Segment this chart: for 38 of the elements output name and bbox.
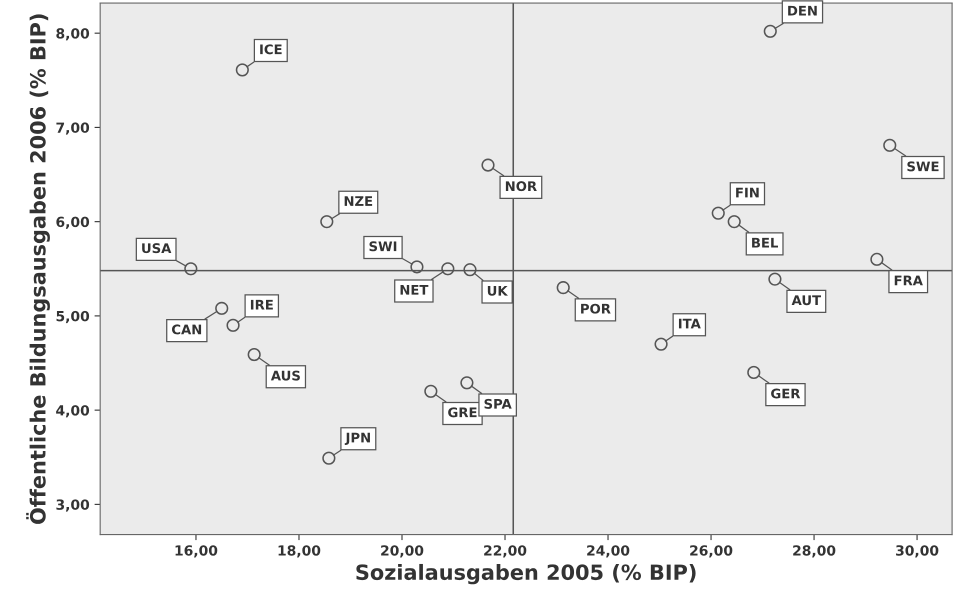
annotation: FRA — [894, 276, 923, 286]
y-tick-label: 5,00 — [56, 310, 90, 324]
annotation: IRE — [250, 300, 273, 310]
x-tick-label: 24,00 — [587, 545, 630, 558]
y-tick-label: 6,00 — [56, 216, 90, 229]
annotation: AUS — [270, 370, 300, 381]
annotation: SPA — [484, 398, 512, 409]
y-tick-label: 8,00 — [56, 28, 90, 40]
annotation: ITA — [678, 318, 701, 328]
y-axis-title: Öffentliche Bildungsausgaben 2006 (% BIP) — [26, 14, 50, 524]
annotation: NET — [400, 285, 428, 295]
annotation: GER — [771, 388, 800, 398]
annotation: BEL — [752, 238, 778, 248]
x-tick-label: 26,00 — [690, 545, 732, 558]
x-axis-title: Sozialausgaben 2005 (% BIP) — [356, 564, 696, 584]
annotation: ICE — [260, 44, 282, 54]
x-tick-label: 20,00 — [381, 545, 424, 558]
annotation: GRE — [448, 407, 477, 418]
annotation: NZE — [344, 196, 372, 206]
annotation: DEN — [788, 6, 817, 16]
annotation: NOR — [506, 181, 537, 192]
x-tick-label: 16,00 — [176, 545, 218, 558]
annotation: SWE — [907, 161, 939, 172]
annotation: CAN — [172, 324, 202, 334]
x-tick-label: 28,00 — [793, 545, 836, 558]
annotation: SWI — [369, 241, 396, 252]
y-tick-label: 4,00 — [56, 405, 90, 418]
annotation: FIN — [736, 188, 759, 198]
annotation: USA — [142, 243, 172, 254]
annotation: UK — [488, 286, 508, 296]
x-tick-label: 22,00 — [484, 545, 526, 558]
y-tick-label: 7,00 — [56, 122, 90, 135]
x-tick-label: 30,00 — [896, 545, 938, 558]
y-tick-label: 3,00 — [56, 499, 90, 512]
annotation: AUT — [792, 295, 822, 306]
annotation: JPN — [344, 432, 370, 446]
x-tick-label: 18,00 — [278, 545, 320, 558]
annotation: POR — [581, 304, 611, 314]
